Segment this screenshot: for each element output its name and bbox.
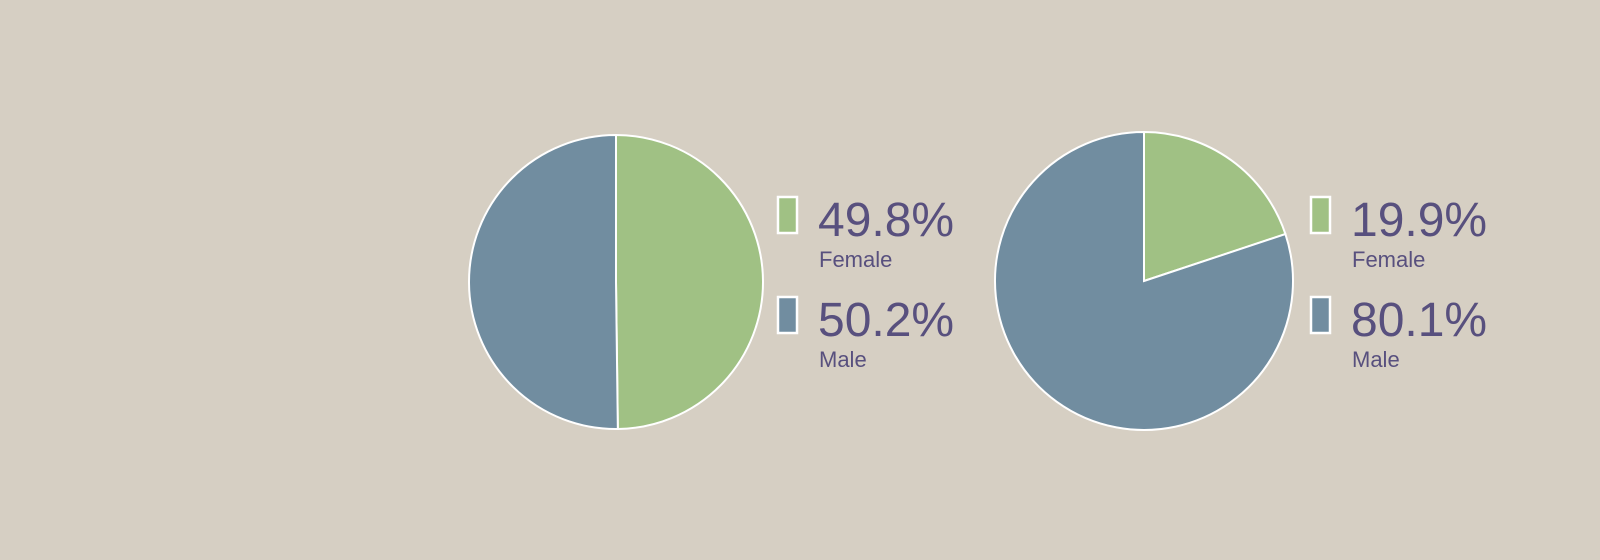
legend-label: Female: [1352, 247, 1425, 272]
pie-slice: [1143, 130, 1287, 283]
value-label: 80.1%: [1351, 294, 1487, 347]
legend-swatch: [776, 295, 799, 335]
legend-label: Male: [819, 347, 867, 372]
legend-label: Male: [1352, 347, 1400, 372]
legend-swatch: [776, 195, 799, 235]
value-label: 49.8%: [818, 194, 954, 247]
value-label: 19.9%: [1351, 194, 1487, 247]
value-label: 50.2%: [818, 294, 954, 347]
legend-swatch: [1309, 295, 1332, 335]
pie-slice: [467, 133, 619, 430]
pie-slice: [615, 133, 764, 431]
legend-label: Female: [819, 247, 892, 272]
legend-swatch: [1309, 195, 1332, 235]
pie-slice: [994, 130, 1294, 431]
